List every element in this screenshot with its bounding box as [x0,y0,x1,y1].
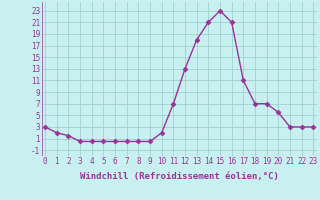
X-axis label: Windchill (Refroidissement éolien,°C): Windchill (Refroidissement éolien,°C) [80,172,279,181]
